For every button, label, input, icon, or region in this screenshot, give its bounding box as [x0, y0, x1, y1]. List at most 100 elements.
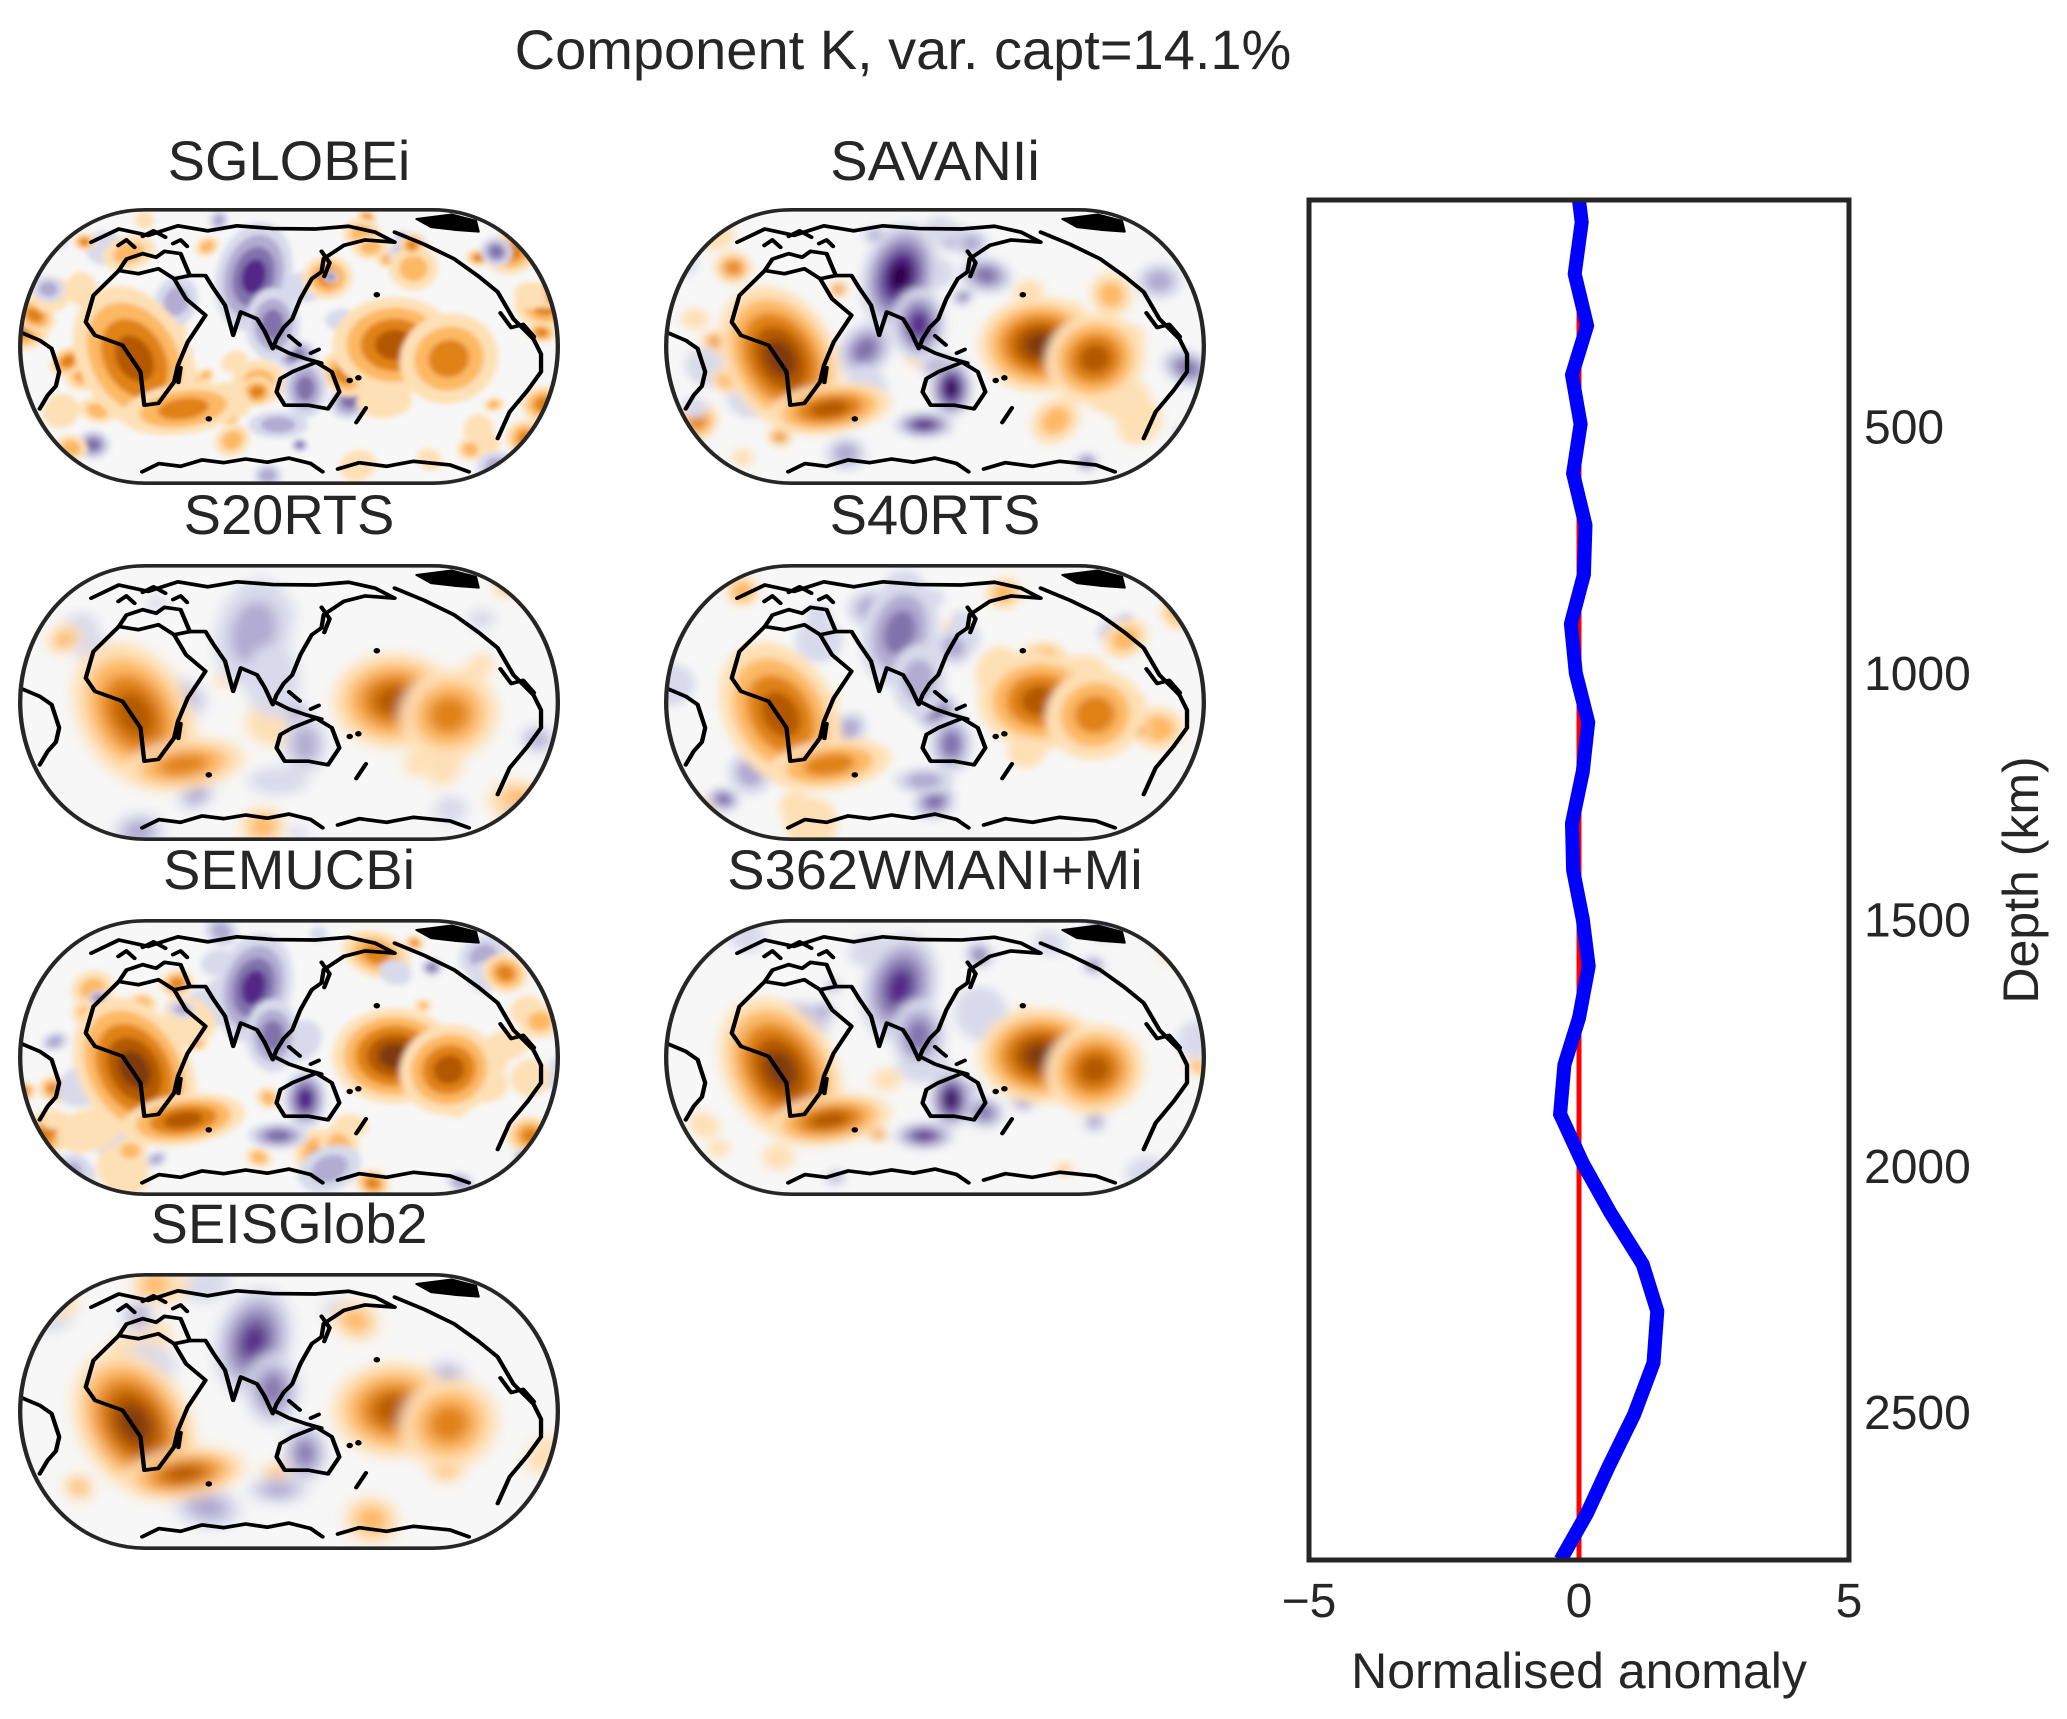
island	[346, 733, 353, 740]
coastline	[822, 1076, 829, 1096]
coastline	[762, 249, 838, 278]
coastline	[762, 238, 783, 250]
anomaly-blob	[809, 400, 849, 418]
coastline	[308, 703, 321, 711]
island	[1001, 1086, 1008, 1092]
anomaly-blob	[211, 922, 232, 941]
world-map	[17, 208, 561, 485]
anomaly-field	[666, 920, 1204, 1195]
greenland-landmass	[1061, 213, 1126, 233]
coastlines	[666, 924, 1190, 1185]
coastline	[1038, 230, 1190, 441]
coastline	[89, 1288, 397, 1416]
x-tick-label: −5	[1282, 1575, 1337, 1628]
anomaly-blob	[187, 1494, 227, 1520]
anomaly-blob	[406, 240, 418, 250]
anomaly-blob	[418, 1001, 428, 1010]
coastline	[20, 1395, 62, 1476]
coastline	[176, 1076, 183, 1096]
map-panel	[663, 564, 1207, 841]
island	[355, 731, 362, 737]
coastline	[116, 238, 137, 250]
map-outline	[663, 919, 1207, 1196]
anomaly-blob	[292, 726, 318, 762]
map-outline	[663, 564, 1207, 841]
anomaly-blob	[360, 240, 382, 255]
coastlines	[666, 213, 1190, 474]
coastline	[916, 1054, 970, 1076]
coastline	[666, 1041, 708, 1122]
anomaly-blob	[707, 1139, 730, 1158]
world-map	[663, 919, 1207, 1196]
coastline	[270, 1408, 324, 1430]
anomaly-blob	[834, 285, 843, 293]
world-map	[663, 564, 1207, 841]
coastline	[176, 1430, 183, 1450]
map-title: SGLOBEi	[167, 129, 411, 192]
anomaly-blob	[265, 1130, 291, 1142]
coastline	[954, 703, 967, 711]
coastline	[274, 1071, 342, 1122]
anomaly-blob	[241, 1324, 267, 1359]
anomaly-blob	[1112, 626, 1139, 651]
coastline	[20, 330, 62, 411]
island	[205, 772, 213, 778]
anomaly-blob	[288, 825, 307, 840]
coastline	[916, 699, 970, 721]
anomaly-blob	[732, 581, 753, 601]
coastline	[319, 1314, 332, 1344]
island	[205, 416, 213, 422]
island	[346, 1088, 353, 1095]
anomaly-blob	[157, 397, 209, 420]
coastline	[666, 330, 708, 411]
anomaly-blob	[1074, 695, 1116, 734]
coastlines	[20, 924, 544, 1185]
anomaly-blob	[527, 1011, 553, 1032]
anomaly-blob	[428, 339, 470, 378]
coastline	[319, 249, 332, 279]
coastline	[308, 1412, 321, 1420]
coastline	[116, 1314, 192, 1343]
anomaly-blob	[1098, 281, 1124, 308]
anomaly-blob	[945, 1091, 957, 1107]
coastline	[116, 249, 192, 278]
anomaly-blob	[213, 214, 225, 227]
coastline	[176, 721, 183, 741]
anomaly-blob	[157, 753, 209, 776]
anomaly-blob	[836, 719, 860, 740]
coastline	[785, 812, 971, 830]
coastline	[1038, 586, 1190, 797]
coastline	[83, 266, 208, 407]
map-outline	[17, 564, 561, 841]
anomaly-blob	[200, 371, 211, 381]
coastline	[1000, 1117, 1015, 1136]
coastline	[762, 949, 783, 961]
island	[205, 1481, 213, 1487]
coastline	[354, 762, 369, 781]
coastline	[286, 1044, 303, 1058]
map-title: SAVANIi	[830, 129, 1040, 192]
anomaly-field	[20, 1274, 558, 1549]
coastline	[932, 333, 949, 347]
y-axis: 500 1000 1500 2000 2500	[1864, 402, 1971, 1441]
coastline	[498, 1376, 537, 1404]
coastline	[308, 1058, 321, 1066]
coastline	[762, 605, 838, 634]
map-panel	[17, 919, 561, 1196]
coastline	[392, 230, 544, 441]
coastline	[932, 689, 949, 703]
figure-title: Component K, var. capt=14.1%	[514, 18, 1292, 81]
anomaly-blob	[462, 442, 479, 457]
anomaly-blob	[298, 1089, 313, 1109]
coastline	[785, 456, 971, 474]
island	[373, 1356, 381, 1363]
greenland-landmass	[415, 924, 480, 944]
anomaly-blob	[150, 1154, 163, 1165]
anomaly-blob	[725, 261, 741, 275]
coastline	[139, 812, 325, 830]
coastline	[916, 343, 970, 365]
coastline	[920, 1071, 988, 1122]
anomaly-blob	[410, 939, 419, 947]
anomaly-blob	[141, 1274, 169, 1296]
island	[373, 1002, 381, 1009]
